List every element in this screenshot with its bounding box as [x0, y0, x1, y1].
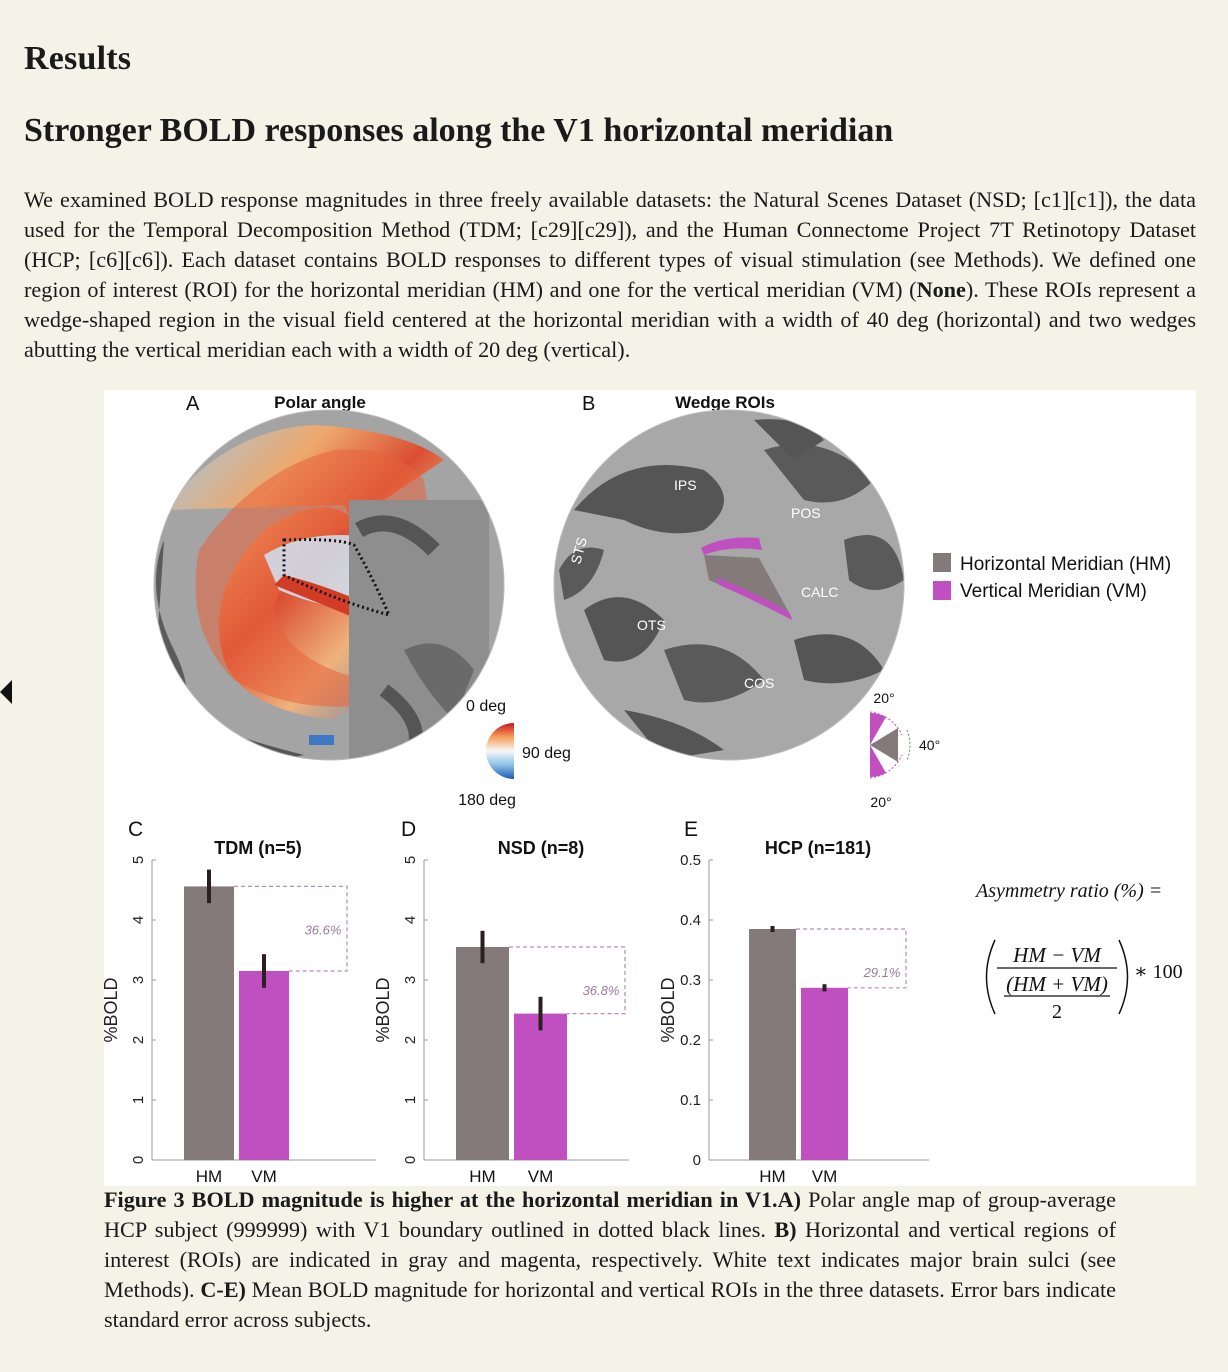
chart-title: TDM (n=5)	[214, 838, 302, 858]
sulci-labels: IPS POS STS CALC OTS COS	[567, 477, 838, 691]
y-tick-label: 4	[402, 916, 419, 924]
ratio-annotation: 36.6%	[305, 922, 342, 937]
formula-inner-denominator: 2	[1052, 1001, 1062, 1023]
legend-label-vm: Vertical Meridian (VM)	[960, 581, 1147, 602]
panel-b-letter: B	[582, 393, 595, 415]
y-axis-label: %BOLD	[104, 977, 121, 1042]
figure-svg: A Polar angle 0 deg 90 deg 180 deg B	[104, 393, 1183, 1186]
y-tick-label: 0.5	[680, 852, 701, 869]
bar	[801, 987, 848, 1160]
ratio-annotation: 29.1%	[863, 965, 901, 980]
y-tick-label: 5	[402, 856, 419, 864]
sulcus-label: STS	[567, 535, 590, 565]
sulcus-label: POS	[791, 505, 821, 521]
x-tick-label: HM	[469, 1167, 495, 1186]
y-tick-label: 3	[130, 976, 147, 984]
panel-letter: D	[401, 818, 416, 841]
legend-swatch-vm	[933, 581, 951, 600]
wedge-schematic: 20° 40° 20°	[869, 690, 940, 810]
x-tick-label: VM	[251, 1167, 277, 1186]
caption-a-label: A)	[777, 1187, 802, 1212]
caption-b-label: B)	[774, 1217, 797, 1242]
panel-letter: E	[684, 818, 698, 841]
section-title: Stronger BOLD responses along the V1 hor…	[24, 112, 894, 149]
y-tick-label: 0.2	[680, 1032, 701, 1049]
caption-b-text: Horizontal and vertical regions of inter…	[104, 1217, 1116, 1302]
panel-letter: C	[128, 818, 143, 841]
y-axis-label: %BOLD	[658, 977, 678, 1042]
legend-swatch-hm	[933, 553, 951, 572]
bar	[749, 929, 796, 1160]
caption-ce-label: C-E)	[200, 1277, 246, 1302]
figure-3: A Polar angle 0 deg 90 deg 180 deg B	[104, 390, 1196, 1186]
y-tick-label: 0.1	[680, 1092, 701, 1109]
y-tick-label: 0.3	[680, 972, 701, 989]
sulcus-label: CALC	[801, 584, 838, 600]
roi-legend: Horizontal Meridian (HM) Vertical Meridi…	[933, 553, 1171, 602]
caption-ce-text: Mean BOLD magnitude for horizontal and v…	[104, 1277, 1116, 1332]
sulcus-label: OTS	[637, 617, 666, 633]
wedge-label-side: 40°	[919, 737, 940, 753]
colorbar-top-label: 0 deg	[466, 698, 506, 715]
y-tick-label: 1	[402, 1096, 419, 1104]
bar	[239, 971, 289, 1160]
wedge-label-top: 20°	[873, 690, 894, 706]
y-tick-label: 0.4	[680, 912, 701, 929]
page-heading: Results	[24, 40, 132, 77]
panel-a-title: Polar angle	[274, 393, 366, 412]
y-tick-label: 3	[402, 976, 419, 984]
x-tick-label: VM	[528, 1167, 554, 1186]
panel-a-letter: A	[186, 393, 200, 415]
bar-charts: C TDM (n=5) 0 1 2 3 4 5 %BOLD HM VM 36.6% D NSD (n=8)…	[104, 818, 929, 1186]
y-tick-label: 2	[402, 1036, 419, 1044]
ratio-bracket	[796, 928, 907, 989]
y-axis-label: %BOLD	[373, 977, 393, 1042]
paragraph-bold: None	[916, 277, 966, 302]
y-tick-label: 0	[693, 1152, 701, 1169]
x-tick-label: HM	[759, 1167, 785, 1186]
figure-caption: Figure 3 BOLD magnitude is higher at the…	[104, 1185, 1116, 1335]
sulcus-label: COS	[744, 675, 774, 691]
y-tick-label: 1	[130, 1096, 147, 1104]
legend-label-hm: Horizontal Meridian (HM)	[960, 554, 1171, 575]
colorbar-bottom-label: 180 deg	[458, 792, 516, 809]
bar	[514, 1013, 567, 1160]
bar	[456, 947, 509, 1160]
y-tick-label: 0	[130, 1156, 147, 1164]
formula-inner-numerator: (HM + VM)	[1006, 972, 1108, 996]
formula-numerator: HM − VM	[1012, 943, 1102, 967]
formula-lhs: Asymmetry ratio (%) =	[974, 880, 1162, 902]
panel-b-title: Wedge ROIs	[675, 393, 775, 412]
paragraph-text-1: We examined BOLD response magnitudes in …	[24, 187, 1196, 302]
polar-angle-brain	[154, 410, 504, 760]
ratio-bracket	[509, 946, 626, 1015]
wedge-roi-brain	[554, 410, 904, 760]
y-tick-label: 2	[130, 1036, 147, 1044]
y-tick-label: 0	[402, 1156, 419, 1164]
formula-multiplier: ∗ 100	[1134, 961, 1183, 983]
caption-label: Figure 3 BOLD magnitude is higher at the…	[104, 1187, 778, 1212]
x-tick-label: VM	[812, 1167, 838, 1186]
chart-title: HCP (n=181)	[765, 838, 871, 858]
bar	[184, 886, 234, 1160]
sulcus-label: IPS	[674, 477, 697, 493]
body-paragraph: We examined BOLD response magnitudes in …	[24, 185, 1196, 365]
ratio-annotation: 36.8%	[583, 983, 620, 998]
polar-colorbar: 0 deg 90 deg 180 deg	[458, 698, 571, 809]
back-arrow-icon[interactable]	[0, 680, 12, 704]
x-tick-label: HM	[196, 1167, 222, 1186]
ratio-bracket	[234, 885, 348, 972]
y-tick-label: 4	[130, 916, 147, 924]
paragraph-text-2: ). These ROIs represent a wedge-shaped r…	[24, 277, 1196, 362]
wedge-label-bottom: 20°	[870, 794, 891, 810]
y-tick-label: 5	[130, 856, 147, 864]
caption-a-text: Polar angle map of group-average HCP sub…	[104, 1187, 1116, 1242]
colorbar-mid-label: 90 deg	[522, 745, 571, 762]
asymmetry-formula: Asymmetry ratio (%) = HM − VM (HM + VM) …	[974, 880, 1183, 1023]
chart-title: NSD (n=8)	[498, 838, 585, 858]
